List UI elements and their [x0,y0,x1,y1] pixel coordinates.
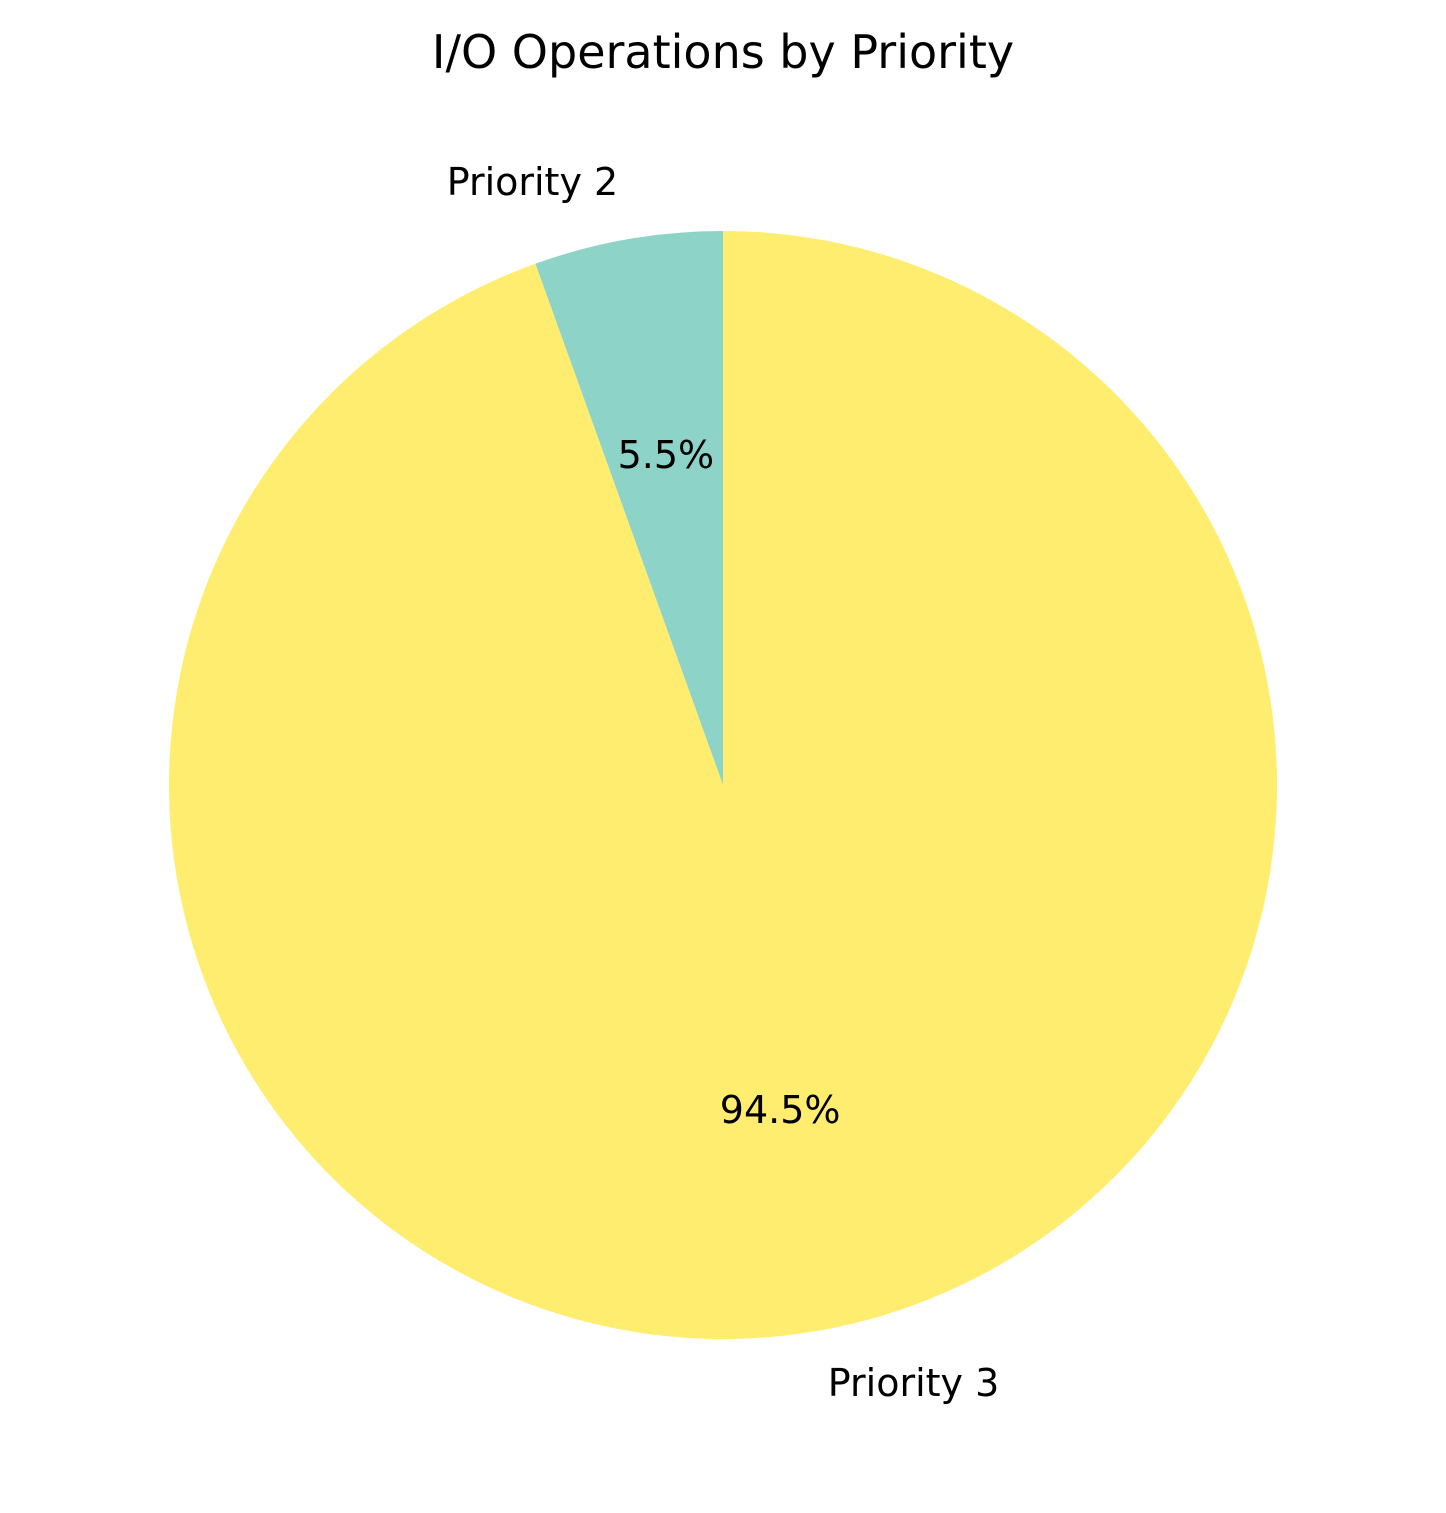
pie-slice-priority-3 [168,231,1277,1339]
pie-pct-label-priority-3: 94.5% [720,1088,841,1132]
pie-slice-priority-2 [535,231,723,785]
pie-label-priority-2: Priority 2 [447,160,619,204]
pie-slices [168,231,1277,1339]
pie-label-priority-3: Priority 3 [828,1361,1000,1405]
pie-pct-label-priority-2: 5.5% [618,433,715,477]
pie-labels: Priority 2 5.5% Priority 3 94.5% [447,160,1000,1405]
chart-title: I/O Operations by Priority [432,25,1014,79]
